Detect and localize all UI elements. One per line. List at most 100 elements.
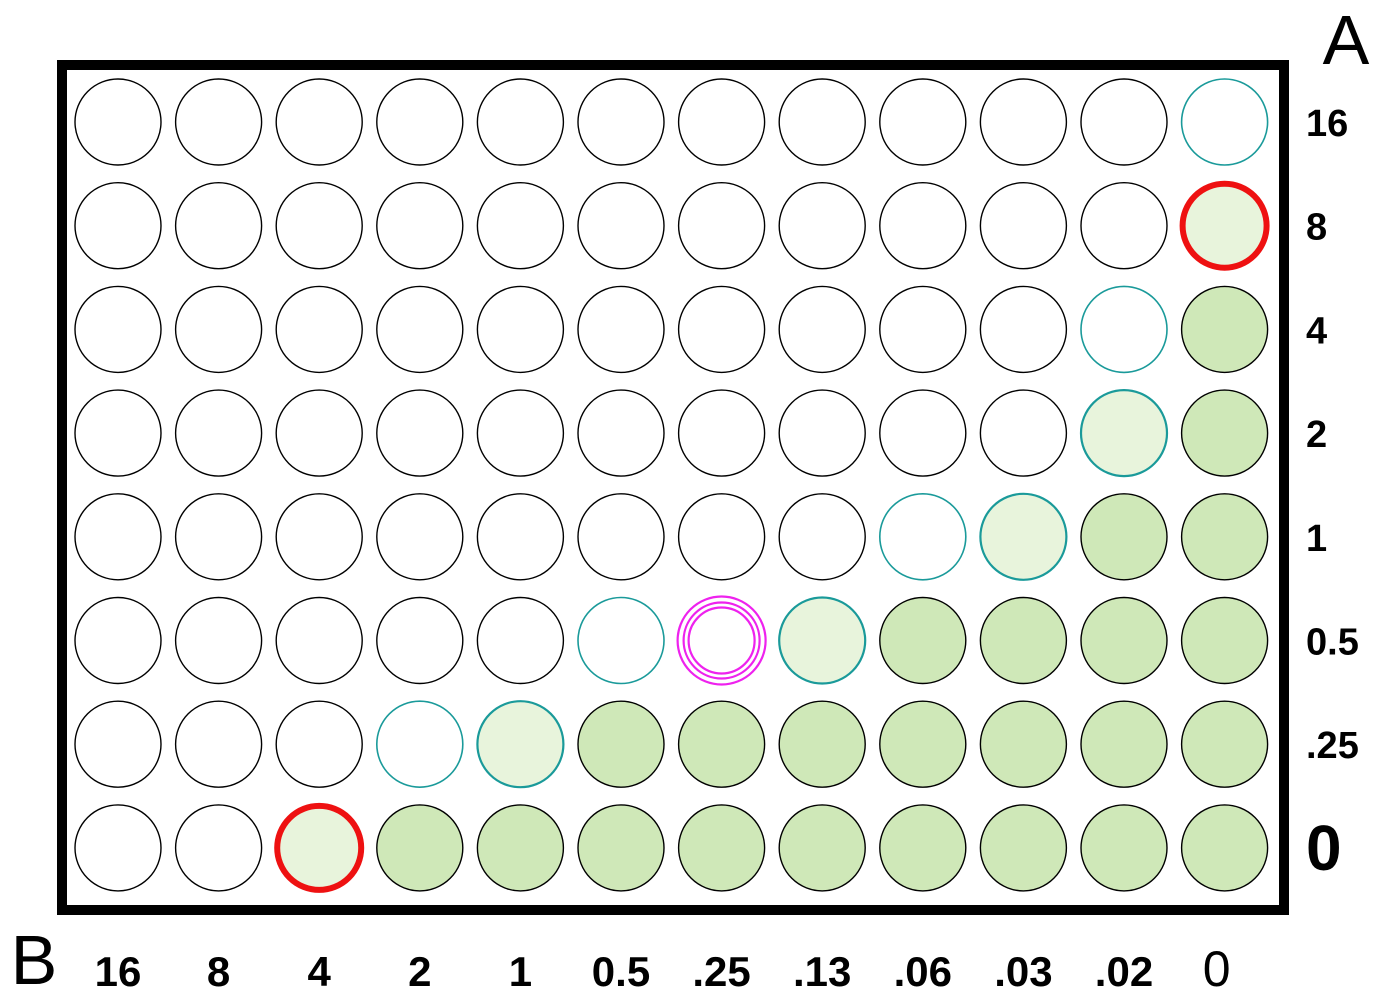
column-label: 2 [408, 948, 431, 995]
well-growth [979, 596, 1068, 685]
well [74, 804, 162, 892]
well [275, 596, 363, 685]
well-teal [878, 492, 967, 581]
well-growth [1180, 700, 1269, 788]
column-label: 0.5 [592, 948, 650, 995]
well [879, 78, 967, 166]
well [879, 389, 967, 477]
well-magenta-highlight-outer [676, 595, 767, 686]
row-label: 8 [1306, 207, 1327, 249]
well [174, 389, 263, 477]
well-growth [1080, 700, 1168, 788]
column-label: 1 [509, 948, 532, 995]
well [778, 389, 866, 477]
well-growth [577, 700, 665, 788]
well [979, 389, 1068, 477]
well-teal [1080, 285, 1168, 374]
well [677, 493, 766, 581]
column-label: 0 [1203, 941, 1231, 996]
well-growth [979, 804, 1068, 892]
plate-border [57, 60, 1289, 915]
row-label-group: 16 8 4 2 1 0.5 .25 0 [1306, 103, 1359, 884]
well [174, 181, 263, 270]
well [174, 78, 263, 166]
row-label: 2 [1306, 414, 1327, 456]
well-teal [375, 700, 464, 789]
column-label: .03 [994, 948, 1052, 995]
well [476, 596, 565, 685]
well-growth [1180, 804, 1269, 892]
row-label: 4 [1306, 310, 1327, 352]
column-label: .06 [894, 948, 952, 995]
well-growth [778, 700, 866, 788]
row-label: 1 [1306, 518, 1327, 560]
well [979, 78, 1068, 166]
column-label: .25 [692, 948, 750, 995]
well [577, 389, 665, 477]
well-growth [1180, 285, 1269, 374]
well [677, 181, 766, 270]
well [174, 700, 263, 788]
well [778, 285, 866, 374]
well [476, 285, 565, 374]
well-growth [1080, 493, 1168, 581]
well-growth [677, 700, 766, 788]
well-partial-growth [476, 700, 565, 789]
well [376, 181, 464, 270]
well [174, 804, 263, 892]
well [275, 389, 363, 477]
well-red-highlight [1179, 180, 1270, 271]
well [1080, 78, 1168, 166]
well [1080, 181, 1168, 270]
well [174, 493, 263, 581]
well-partial-growth [979, 492, 1068, 581]
well-growth [879, 804, 967, 892]
row-label: 0.5 [1306, 622, 1359, 664]
column-label: .13 [793, 948, 851, 995]
well-magenta-highlight-inner [687, 606, 756, 675]
well [275, 493, 363, 581]
well [275, 700, 363, 788]
axis-a-label: A [1323, 1, 1370, 79]
well [476, 493, 565, 581]
well-growth [1080, 596, 1168, 685]
well [376, 596, 464, 685]
well-growth [879, 596, 967, 685]
well [677, 389, 766, 477]
well-growth [677, 804, 766, 892]
well [879, 181, 967, 270]
well-growth [879, 700, 967, 788]
well [577, 285, 665, 374]
well-growth [1180, 596, 1269, 685]
well-growth [1080, 804, 1168, 892]
well [74, 596, 162, 685]
axis-b-label: B [11, 921, 58, 996]
well-teal [1180, 78, 1269, 166]
well [275, 181, 363, 270]
well-partial-growth [778, 596, 867, 685]
well [174, 285, 263, 374]
well [275, 78, 363, 166]
well [376, 285, 464, 374]
well-grid [74, 78, 1270, 893]
well [778, 78, 866, 166]
well [376, 493, 464, 581]
well [476, 78, 565, 166]
well [275, 285, 363, 374]
well-partial-growth [1079, 389, 1169, 478]
well [979, 181, 1068, 270]
column-label: 4 [308, 948, 332, 995]
column-label-group: 16 8 4 2 1 0.5 .25 .13 .06 .03 .02 0 [95, 941, 1231, 996]
well [476, 181, 565, 270]
well [74, 700, 162, 788]
well [74, 78, 162, 166]
well [677, 78, 766, 166]
well [74, 493, 162, 581]
well-growth [577, 804, 665, 892]
column-label: .02 [1095, 948, 1153, 995]
row-label: .25 [1306, 725, 1359, 767]
well [577, 181, 665, 270]
well-growth [376, 804, 464, 892]
row-label: 16 [1306, 103, 1348, 145]
